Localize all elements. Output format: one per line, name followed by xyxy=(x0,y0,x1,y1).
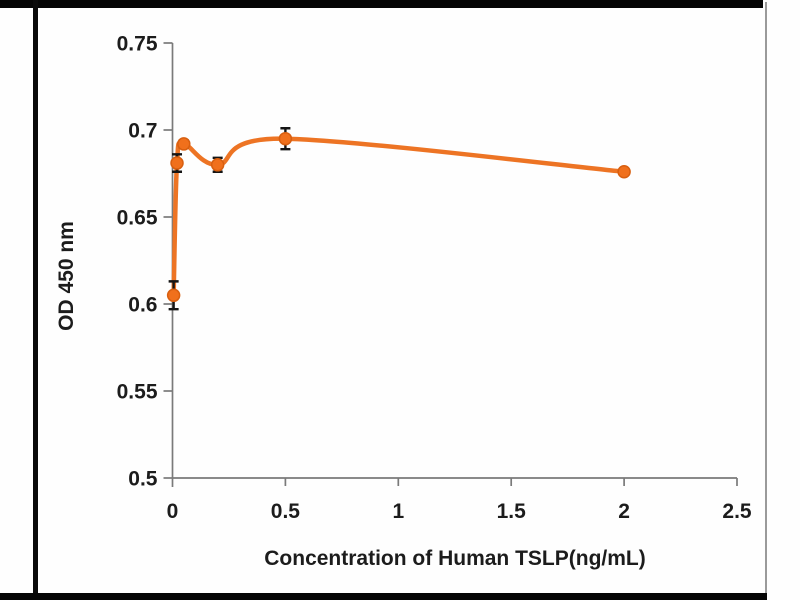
data-point-marker xyxy=(177,137,191,151)
chart-generated-layer: 0.5 0.55 0.6 0.65 0.7 0.75 0 0.5 1 1.5 2 2.5 xyxy=(117,33,752,524)
data-point-marker xyxy=(210,158,225,172)
data-point-marker xyxy=(278,131,293,146)
y-tick-label: 0.5 xyxy=(128,468,158,491)
data-point-marker xyxy=(166,288,181,303)
frame-border-right xyxy=(765,2,767,593)
frame-border-top xyxy=(0,0,763,8)
y-tick-label: 0.55 xyxy=(117,381,158,404)
y-tick-label: 0.65 xyxy=(117,207,158,230)
y-tick-label: 0.7 xyxy=(128,120,157,143)
x-axis-title: Concentration of Human TSLP(ng/mL) xyxy=(264,547,645,570)
series-line xyxy=(171,136,627,298)
x-tick-label: 2 xyxy=(618,500,630,523)
x-tick-label: 0 xyxy=(167,500,179,523)
x-tick-label: 1.5 xyxy=(497,500,527,523)
x-tick-label: 1 xyxy=(392,500,404,523)
data-point-marker xyxy=(170,156,184,170)
frame-border-left xyxy=(33,0,38,593)
x-tick-label: 0.5 xyxy=(271,500,301,523)
data-point-marker xyxy=(617,165,631,179)
y-axis-title: OD 450 nm xyxy=(55,221,78,331)
y-tick-label: 0.6 xyxy=(128,294,157,317)
axis-lines xyxy=(171,43,737,487)
y-tick-label: 0.75 xyxy=(117,33,158,56)
frame-border-bottom xyxy=(0,593,767,600)
x-tick-label: 2.5 xyxy=(722,500,752,523)
